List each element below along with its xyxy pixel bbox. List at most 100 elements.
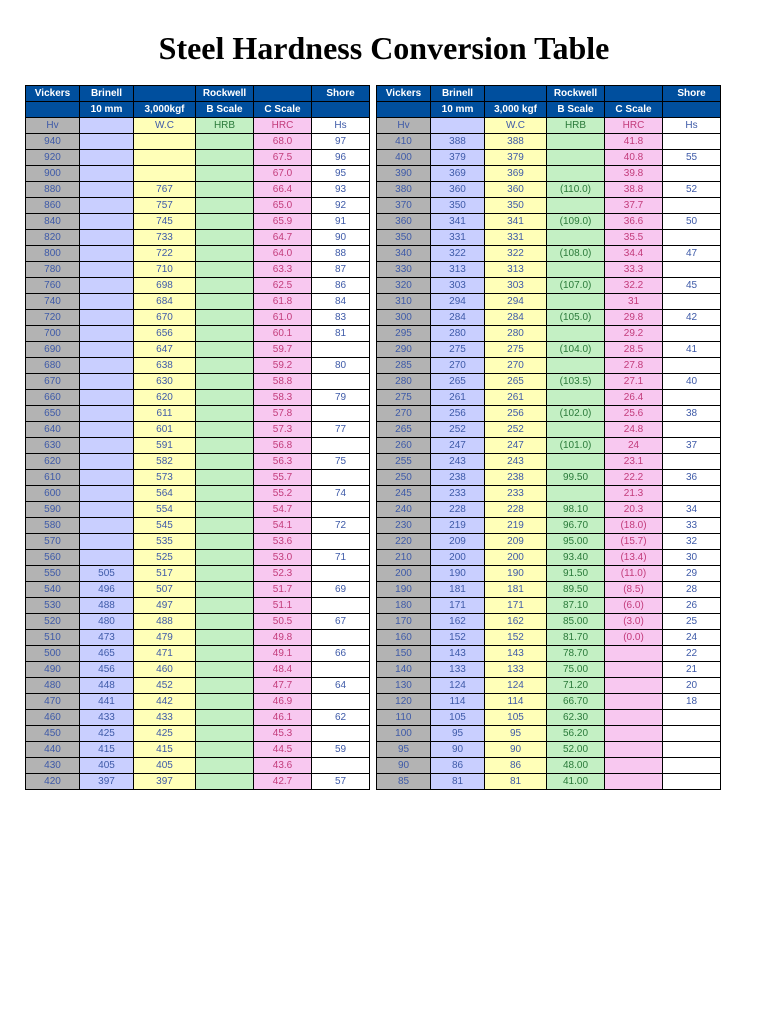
data-cell: 32.2 <box>605 278 663 294</box>
data-cell: 480 <box>80 614 134 630</box>
data-cell <box>80 358 134 374</box>
data-cell: 284 <box>485 310 547 326</box>
data-cell: 294 <box>485 294 547 310</box>
header-cell: Rockwell <box>547 86 605 102</box>
data-cell: 496 <box>80 582 134 598</box>
data-cell <box>196 710 254 726</box>
data-cell: 48.00 <box>547 758 605 774</box>
data-cell <box>80 198 134 214</box>
data-cell: 488 <box>134 614 196 630</box>
data-cell <box>663 198 721 214</box>
table-row: 53048849751.1 <box>26 598 370 614</box>
data-cell: 59 <box>312 742 370 758</box>
data-cell <box>663 326 721 342</box>
table-row: 14013313375.0021 <box>377 662 721 678</box>
data-cell: 284 <box>431 310 485 326</box>
data-cell: 243 <box>431 454 485 470</box>
data-cell: 64.7 <box>254 230 312 246</box>
data-cell <box>605 726 663 742</box>
data-cell: 767 <box>134 182 196 198</box>
data-cell: 460 <box>26 710 80 726</box>
header-cell: Shore <box>312 86 370 102</box>
table-row: 21020020093.40(13.4)30 <box>377 550 721 566</box>
table-row: 15014314378.7022 <box>377 646 721 662</box>
data-cell: 303 <box>485 278 547 294</box>
data-cell <box>196 598 254 614</box>
data-cell: 90 <box>312 230 370 246</box>
data-cell <box>80 134 134 150</box>
header-cell: B Scale <box>547 102 605 118</box>
table-row: 52048048850.567 <box>26 614 370 630</box>
data-cell <box>605 742 663 758</box>
table-row: 25524324323.1 <box>377 454 721 470</box>
data-cell: 270 <box>431 358 485 374</box>
data-cell: 50.5 <box>254 614 312 630</box>
data-cell: 180 <box>377 598 431 614</box>
data-cell <box>80 550 134 566</box>
data-cell: 47 <box>663 246 721 262</box>
data-cell: 488 <box>80 598 134 614</box>
data-cell: (103.5) <box>547 374 605 390</box>
data-cell <box>663 454 721 470</box>
data-cell: 500 <box>26 646 80 662</box>
data-cell: 84 <box>312 294 370 310</box>
data-cell: 162 <box>485 614 547 630</box>
data-cell <box>80 390 134 406</box>
data-cell <box>80 342 134 358</box>
data-cell <box>663 230 721 246</box>
data-cell: 479 <box>134 630 196 646</box>
header-cell <box>26 102 80 118</box>
table-row: 29528028029.2 <box>377 326 721 342</box>
data-cell: 238 <box>431 470 485 486</box>
data-cell: 64 <box>312 678 370 694</box>
data-cell: 465 <box>80 646 134 662</box>
data-cell: 95.00 <box>547 534 605 550</box>
data-cell: 256 <box>485 406 547 422</box>
table-row: 94068.097 <box>26 134 370 150</box>
table-row: 300284284(105.0)29.842 <box>377 310 721 326</box>
data-cell: 270 <box>485 358 547 374</box>
table-row: 58054554.172 <box>26 518 370 534</box>
table-row: 85818141.00 <box>377 774 721 790</box>
data-cell <box>547 134 605 150</box>
table-row: 28527027027.8 <box>377 358 721 374</box>
data-cell: 28 <box>663 582 721 598</box>
unit-label-cell: HRC <box>605 118 663 134</box>
table-row: 46043343346.162 <box>26 710 370 726</box>
data-cell: 710 <box>134 262 196 278</box>
data-cell: 105 <box>485 710 547 726</box>
data-cell: 200 <box>377 566 431 582</box>
data-cell: 56.8 <box>254 438 312 454</box>
data-cell: 54.7 <box>254 502 312 518</box>
data-cell <box>196 262 254 278</box>
data-cell <box>80 182 134 198</box>
data-cell: 95 <box>485 726 547 742</box>
data-cell: 369 <box>431 166 485 182</box>
data-cell: 92 <box>312 198 370 214</box>
data-cell <box>196 454 254 470</box>
data-cell <box>196 678 254 694</box>
data-cell: 190 <box>485 566 547 582</box>
table-row: 24523323321.3 <box>377 486 721 502</box>
data-cell <box>312 406 370 422</box>
data-cell: 65.0 <box>254 198 312 214</box>
data-cell <box>605 694 663 710</box>
data-cell <box>663 486 721 502</box>
table-row: 48044845247.764 <box>26 678 370 694</box>
data-cell <box>547 262 605 278</box>
data-cell: 67 <box>312 614 370 630</box>
header-cell <box>663 102 721 118</box>
data-cell: (6.0) <box>605 598 663 614</box>
table-row: 260247247(101.0)2437 <box>377 438 721 454</box>
table-row: 55050551752.3 <box>26 566 370 582</box>
table-row: 63059156.8 <box>26 438 370 454</box>
data-cell <box>547 454 605 470</box>
table-row: 95909052.00 <box>377 742 721 758</box>
data-cell <box>196 438 254 454</box>
data-cell <box>196 742 254 758</box>
table-row: 59055454.7 <box>26 502 370 518</box>
data-cell: 72 <box>312 518 370 534</box>
data-cell: 535 <box>134 534 196 550</box>
data-cell: 67.0 <box>254 166 312 182</box>
data-cell: 554 <box>134 502 196 518</box>
